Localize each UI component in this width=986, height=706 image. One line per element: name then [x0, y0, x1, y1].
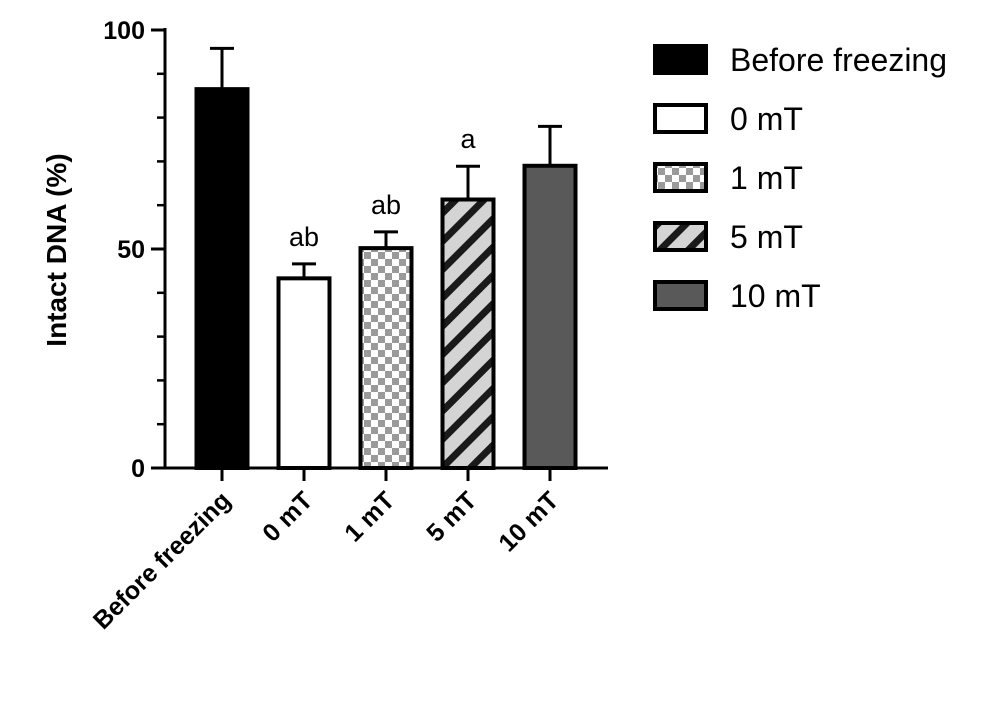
legend-label-before-freezing: Before freezing	[730, 42, 947, 78]
legend-label-1-mt: 1 mT	[730, 160, 803, 196]
legend: Before freezing 0 mT 1 mT 5 mT 10 mT	[653, 42, 947, 314]
bar-10-mt	[522, 163, 578, 470]
y-tick-label: 50	[117, 236, 145, 264]
bar-1-mt	[358, 246, 414, 470]
x-tick-label: 1 mT	[339, 486, 400, 547]
y-tick-label: 0	[131, 455, 145, 483]
legend-label-0-mt: 0 mT	[730, 101, 803, 137]
y-axis-label: Intact DNA (%)	[41, 153, 72, 346]
significance-label-5-mt: a	[460, 124, 476, 154]
legend-label-10-mt: 10 mT	[730, 278, 821, 314]
x-tick-label: 0 mT	[257, 486, 318, 547]
x-tick-label: Before freezing	[88, 486, 236, 634]
legend-swatch-1-mt	[653, 162, 708, 193]
legend-label-5-mt: 5 mT	[730, 219, 803, 255]
bar-0-mt	[276, 276, 332, 471]
legend-swatch-10-mt	[653, 280, 708, 311]
y-tick-label: 100	[103, 17, 145, 45]
legend-swatch-0-mt	[653, 103, 708, 134]
legend-swatch-5-mt	[653, 221, 708, 252]
significance-label-0-mt: ab	[289, 222, 319, 252]
x-tick-label: 10 mT	[493, 486, 564, 557]
bar-5-mt	[440, 197, 496, 470]
plot-area: ab ab a	[194, 46, 578, 471]
bar-before-freezing	[194, 87, 250, 470]
legend-swatch-before-freezing	[653, 44, 708, 75]
significance-label-1-mt: ab	[371, 190, 401, 220]
x-tick-label: 5 mT	[421, 486, 482, 547]
